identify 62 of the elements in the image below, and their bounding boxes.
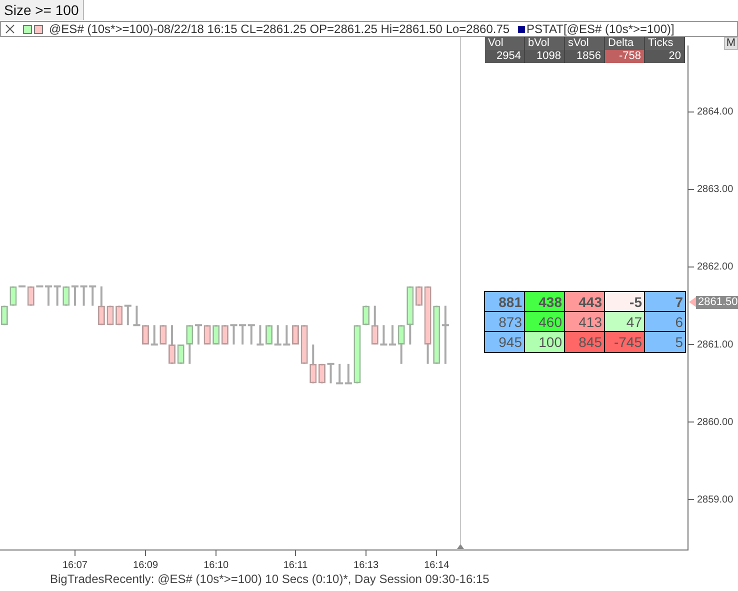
y-tick-label: 2862.00 — [697, 262, 734, 273]
y-tick-label: 2861.00 — [697, 339, 734, 350]
text: 2861.50 — [696, 296, 738, 309]
annotation: 460 — [525, 312, 565, 332]
candlestick — [440, 304, 450, 365]
candlestick — [256, 324, 265, 346]
annotation: 881 — [485, 292, 525, 312]
chart-subtitle: @ES# (10s*>=100)-08/22/18 16:15 CL=2861.25 OP=2861.25 Hi=2861.50 Lo=2860.75 — [49, 22, 510, 36]
annotation: 845 — [565, 332, 605, 352]
candlestick — [98, 285, 105, 326]
annotation: Delta — [605, 37, 645, 50]
y-tick-label: 2864.00 — [697, 106, 734, 118]
candlestick — [186, 324, 194, 365]
annotation: 438 — [525, 292, 565, 312]
annotation: -5 — [605, 292, 645, 312]
annotation: -758 — [605, 50, 645, 63]
annotation: 443 — [565, 292, 605, 312]
candlestick — [398, 324, 405, 365]
text: PSTAT[@ES# (10s*>=100)] — [526, 22, 674, 36]
text: M — [724, 37, 738, 50]
candlestick — [132, 304, 142, 326]
candlestick — [168, 324, 176, 365]
annotation: 873 — [485, 312, 525, 332]
annotation: 5 — [645, 332, 685, 352]
annotation: 1098 — [525, 50, 565, 63]
annotation: 413 — [565, 312, 605, 332]
annotation: 2954 — [485, 50, 525, 63]
annotation: 6 — [645, 312, 685, 332]
y-tick-label: 2863.00 — [697, 184, 734, 196]
candlestick — [344, 362, 353, 384]
candlestick — [150, 324, 159, 346]
annotation: 47 — [605, 312, 645, 332]
annotation: 1856 — [565, 50, 605, 63]
annotation: 7 — [645, 292, 685, 312]
annotation: 100 — [525, 332, 565, 352]
x-tick-label: 16:14 — [424, 560, 450, 571]
x-tick-label: 16:09 — [133, 560, 158, 571]
candlestick — [123, 304, 132, 326]
annotation: 945 — [485, 332, 525, 352]
annotation: bVol — [525, 37, 565, 50]
annotation: sVol — [565, 37, 605, 50]
chart-title: Size >= 100 — [0, 0, 84, 20]
candlestick — [246, 324, 256, 346]
x-tick-label: 16:10 — [204, 560, 230, 571]
candlestick — [310, 344, 317, 384]
x-tick-label: 16:13 — [354, 560, 379, 571]
annotation: Ticks — [645, 37, 685, 50]
candlestick — [194, 324, 203, 346]
y-tick-label: 2860.00 — [697, 416, 734, 428]
annotation: Vol — [485, 37, 525, 50]
candlestick — [177, 344, 184, 365]
candlestick — [371, 304, 378, 346]
candlestick — [379, 324, 388, 346]
candlestick — [326, 362, 336, 384]
text: BigTradesRecently: @ES# (10s*>=100) 10 Secs (0:10)*, Day Session 09:30-16:15 — [50, 572, 490, 586]
x-tick-label: 16:11 — [283, 560, 308, 571]
annotation: -745 — [605, 332, 645, 352]
annotation: 20 — [645, 50, 685, 63]
y-tick-label: 2859.00 — [697, 494, 734, 506]
x-tick-label: 16:07 — [62, 560, 88, 571]
candlestick — [52, 285, 62, 307]
candlestick — [335, 362, 344, 384]
